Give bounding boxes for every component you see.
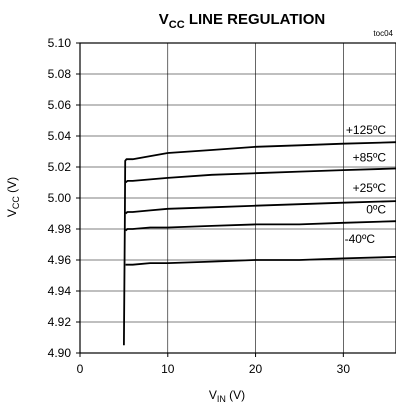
- series-line: [125, 167, 396, 184]
- y-axis-ticks: 4.90 4.92 4.94 4.96 4.98 5.00 5.02 5.04 5.06 5.08…: [48, 36, 80, 360]
- y-tick-label: 5.00: [48, 191, 72, 205]
- series-label: -40ºC: [345, 232, 376, 246]
- x-tick-label: 30: [337, 362, 351, 376]
- chart-title: VCC LINE REGULATION: [159, 11, 325, 31]
- y-tick-label: 5.02: [48, 160, 72, 174]
- y-tick-label: 4.94: [48, 284, 72, 298]
- series-label: +125ºC: [346, 123, 386, 137]
- y-tick-label: 4.92: [48, 315, 72, 329]
- series-line: [123, 141, 396, 346]
- grid: [80, 43, 396, 353]
- x-axis-label: VIN (V): [209, 388, 245, 404]
- series-line: [125, 256, 396, 266]
- series-line: [125, 200, 396, 215]
- x-tick-label: 0: [77, 362, 84, 376]
- y-tick-label: 4.96: [48, 253, 72, 267]
- x-tick-label: 20: [249, 362, 263, 376]
- x-tick-label: 10: [161, 362, 175, 376]
- y-tick-label: 4.98: [48, 222, 72, 236]
- series-label: 0ºC: [366, 202, 386, 216]
- series-line: [125, 220, 396, 232]
- y-tick-label: 5.10: [48, 36, 72, 50]
- y-tick-label: 4.90: [48, 346, 72, 360]
- series-label: +25ºC: [353, 181, 387, 195]
- series-lines: [123, 141, 396, 346]
- x-axis-ticks: 0 10 20 30: [77, 353, 351, 376]
- y-axis-label: VCC (V): [5, 177, 21, 217]
- y-tick-label: 5.08: [48, 67, 72, 81]
- series-labels: +125ºC +85ºC +25ºC 0ºC -40ºC: [345, 123, 387, 246]
- figure-tag: toc04: [373, 29, 393, 38]
- y-tick-label: 5.04: [48, 129, 72, 143]
- series-label: +85ºC: [353, 151, 387, 165]
- y-tick-label: 5.06: [48, 98, 72, 112]
